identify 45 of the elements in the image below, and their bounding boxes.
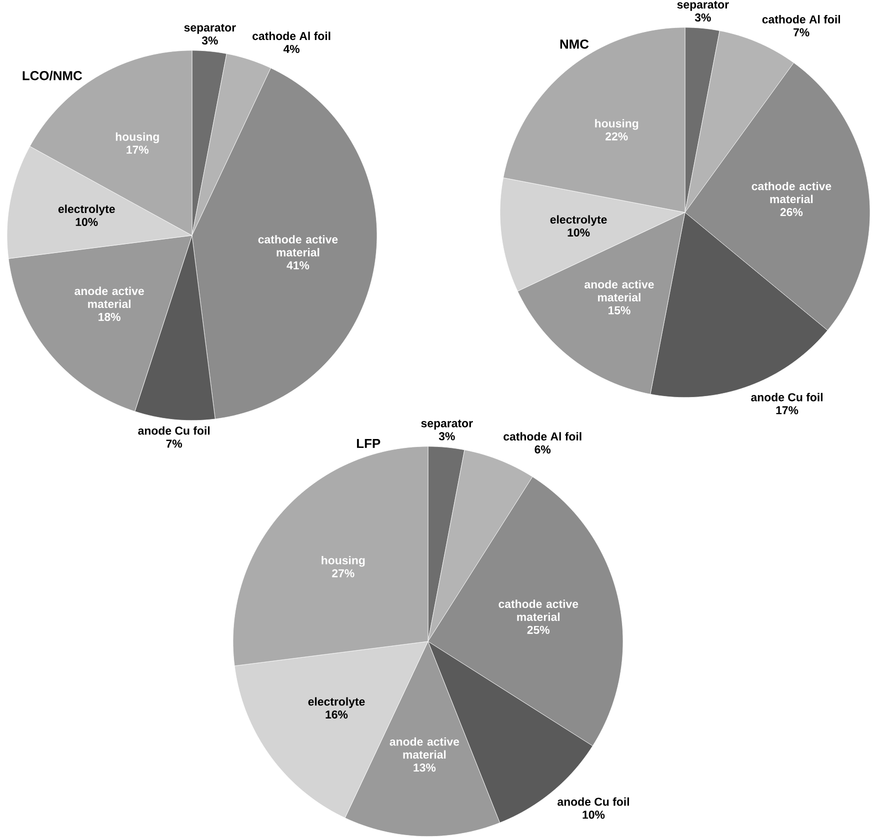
slice-label: cathode Al foil [762,14,840,24]
slice-label: cathode active material [258,234,338,256]
slice-label: anode active material [584,280,654,302]
slice-label: separator [184,24,236,34]
slice-label: anode active material [390,737,460,758]
data-label: 22% [606,132,628,140]
data-label: 10% [568,228,590,236]
slice-label: anode Cu foil [751,392,822,402]
data-label: 25% [527,626,550,634]
data-label: 10% [582,810,605,819]
slice-label: anode active material [74,286,144,308]
slice-label: anode Cu foil [138,426,210,435]
slice-label: cathode Al foil [504,432,582,440]
slice-label: housing [116,132,159,143]
data-label: 41% [286,261,310,270]
data-label: 15% [608,306,630,314]
data-label: 3% [438,432,455,440]
data-label: 10% [76,218,98,226]
slice-label: housing [595,118,638,130]
data-label: 7% [166,439,182,448]
slice-label: housing [322,556,365,566]
data-label: 4% [283,44,300,53]
data-label: 3% [202,36,218,44]
text: LFP [357,438,380,448]
text: LCO/NMC [22,70,82,80]
slice-label: electrolyte [550,214,607,226]
slice-label: cathode active material [752,182,832,203]
data-label: 27% [332,568,354,578]
data-label: 26% [780,208,803,216]
slice-label: electrolyte [58,204,115,216]
slice-label: electrolyte [308,697,365,708]
data-label: 16% [326,710,348,718]
text: NMC [560,39,589,48]
slice-label: separator [421,420,473,430]
slice-label: cathode Al foil [252,31,330,40]
slice-label: anode Cu foil [558,797,629,806]
slice-label: separator [677,0,729,11]
data-label: 7% [794,28,810,36]
slice-label: cathode active material [498,599,578,621]
data-label: 17% [776,406,798,414]
data-label: 17% [126,145,149,154]
data-label: 13% [414,763,436,772]
data-label: 3% [694,13,711,22]
data-label: 6% [534,445,551,454]
data-label: 18% [98,312,120,321]
